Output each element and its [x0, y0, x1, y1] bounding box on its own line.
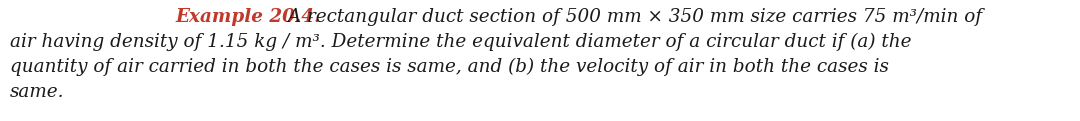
Text: Example 20.4.: Example 20.4. [175, 8, 321, 26]
Text: A rectangular duct section of 500 mm × 350 mm size carries 75 m³/min of: A rectangular duct section of 500 mm × 3… [282, 8, 982, 26]
Text: quantity of air carried in both the cases is same, and (b) the velocity of air i: quantity of air carried in both the case… [10, 58, 889, 76]
Text: air having density of 1.15 kg / m³. Determine the equivalent diameter of a circu: air having density of 1.15 kg / m³. Dete… [10, 33, 912, 51]
Text: same.: same. [10, 83, 65, 101]
